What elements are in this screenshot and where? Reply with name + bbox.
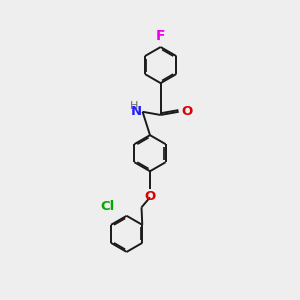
Text: O: O <box>144 190 156 203</box>
Text: N: N <box>130 105 142 118</box>
Text: O: O <box>181 105 193 118</box>
Text: Cl: Cl <box>100 200 115 213</box>
Text: H: H <box>130 101 139 111</box>
Text: F: F <box>156 29 165 43</box>
